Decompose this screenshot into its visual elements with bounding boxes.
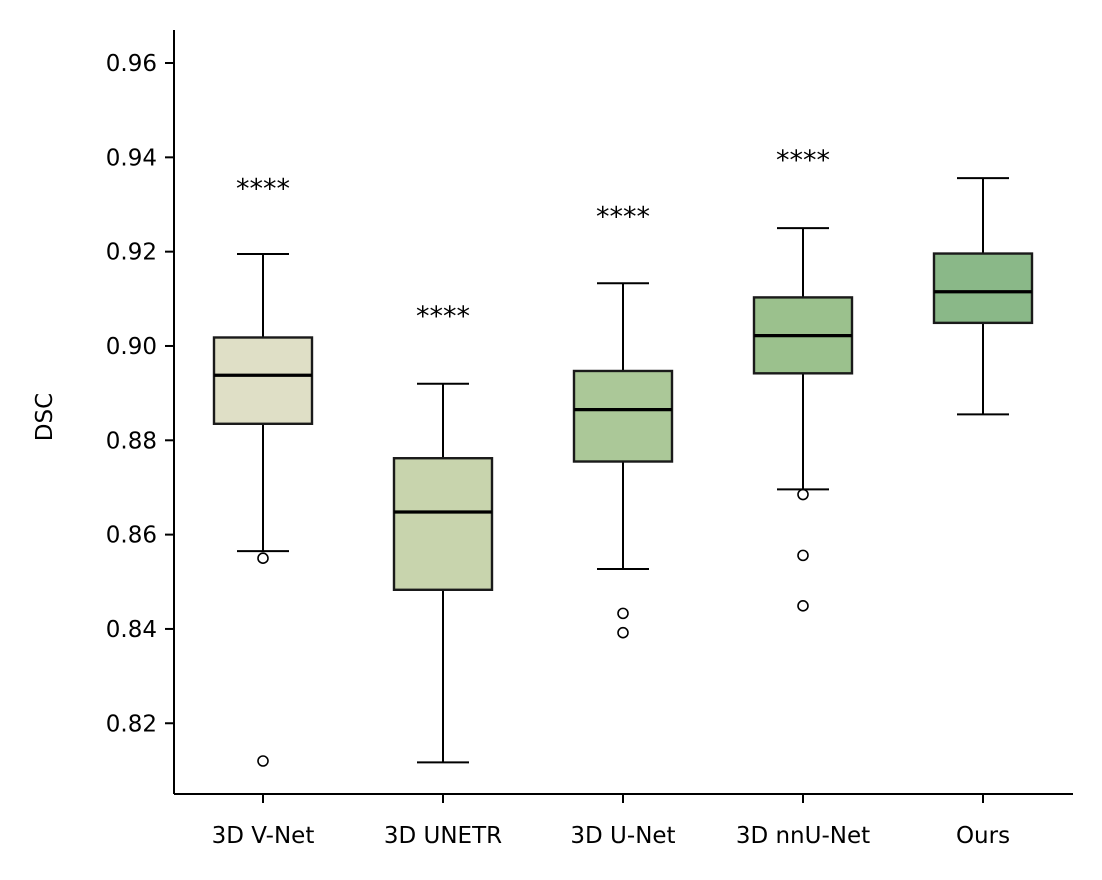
- y-tick-label: 0.90: [106, 334, 157, 360]
- x-tick-label: 3D V-Net: [212, 823, 315, 849]
- iqr-box: [212, 336, 314, 425]
- iqr-box: [932, 252, 1034, 325]
- x-tick-label: 3D U-Net: [570, 823, 675, 849]
- x-tick-label: Ours: [956, 823, 1010, 849]
- y-axis-title: DSC: [32, 393, 58, 441]
- outlier-point: [797, 488, 809, 501]
- y-tick-label: 0.86: [106, 523, 157, 549]
- significance-label: ****: [416, 301, 470, 332]
- y-tick-label: 0.88: [106, 428, 157, 454]
- outlier-point: [797, 600, 809, 612]
- significance-label: ****: [236, 173, 290, 204]
- y-tick-label: 0.94: [106, 145, 157, 171]
- outlier-point: [797, 549, 809, 562]
- iqr-box: [572, 369, 674, 463]
- box-group-3d-nnu-net: ****: [752, 145, 854, 612]
- plot-area: **** **** **** ****: [212, 145, 1034, 767]
- significance-label: ****: [596, 202, 650, 233]
- y-tick-label: 0.84: [106, 617, 157, 643]
- outlier-point: [617, 626, 629, 639]
- box-group-3d-unetr: ****: [392, 301, 494, 764]
- x-tick-label: 3D nnU-Net: [736, 823, 870, 849]
- outlier-point: [617, 607, 629, 620]
- box-group-3d-v-net: ****: [212, 173, 314, 767]
- outlier-point: [257, 552, 269, 564]
- y-tick-label: 0.96: [106, 51, 157, 77]
- iqr-box: [392, 457, 494, 591]
- box-group-ours: [932, 177, 1034, 416]
- box-group-3d-u-net: ****: [572, 202, 674, 639]
- y-tick-label: 0.92: [106, 240, 157, 266]
- significance-label: ****: [776, 145, 830, 176]
- axes: 0.82 0.84 0.86 0.88 0.90 0.92 0.94 0.96 3D V-Net…: [106, 30, 1073, 849]
- x-tick-label: 3D UNETR: [384, 823, 502, 849]
- y-tick-label: 0.82: [106, 711, 157, 737]
- outlier-point: [257, 755, 269, 767]
